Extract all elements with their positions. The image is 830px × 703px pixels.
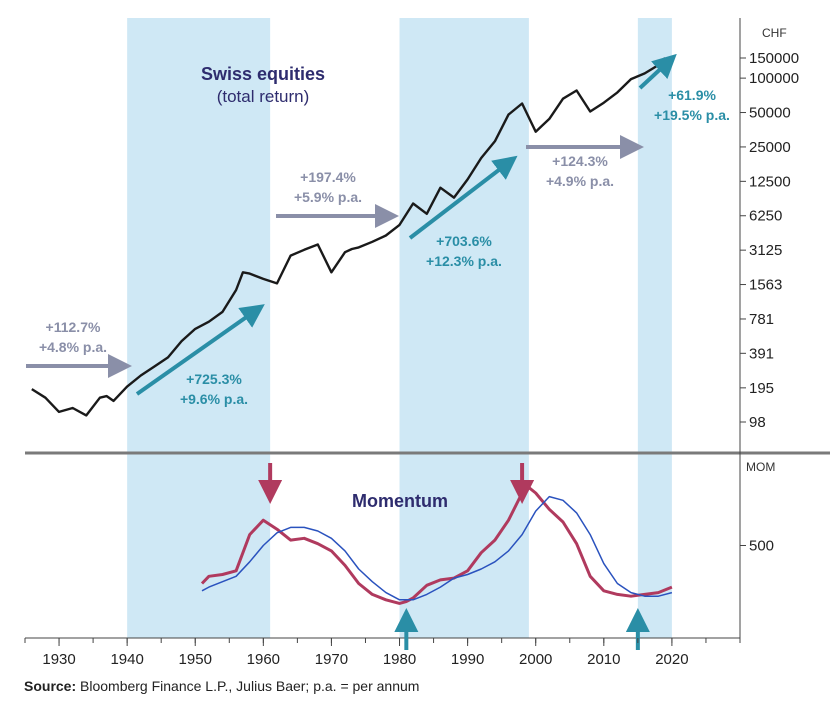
- x-tick-label: 2010: [587, 651, 620, 668]
- period-label-change: +725.3%: [186, 371, 242, 387]
- price-line: [31, 57, 666, 417]
- price-line-group: [31, 57, 666, 417]
- period-label-change: +61.9%: [668, 87, 716, 103]
- y-tick-label: 781: [749, 311, 774, 328]
- y-tick-label: 98: [749, 414, 766, 431]
- x-tick-label: 2020: [655, 651, 688, 668]
- y-tick-label: 12500: [749, 173, 791, 190]
- y-tick-label: 3125: [749, 242, 782, 259]
- period-label-annual: +5.9% p.a.: [294, 189, 362, 205]
- momentum-line-red: [200, 486, 673, 605]
- top-y-axis: 150000 100000 50000 25000 12500 6250 3125 1563 7…: [740, 50, 799, 431]
- period-label-annual: +4.8% p.a.: [39, 339, 107, 355]
- highlight-bands: [25, 18, 830, 640]
- annotations: +725.3% +9.6% p.a. +197.4% +5.9% p.a. +703.6…: [26, 53, 730, 407]
- momentum-title: Momentum: [352, 491, 448, 511]
- x-tick-label: 1940: [110, 651, 143, 668]
- x-tick-label: 1960: [247, 651, 280, 668]
- period-label-change: +703.6%: [436, 233, 492, 249]
- x-tick-label: 1950: [179, 651, 212, 668]
- momentum-unit-label: MOM: [746, 460, 775, 474]
- x-tick-label: 1980: [383, 651, 416, 668]
- y-tick-label: 195: [749, 380, 774, 397]
- momentum-line-blue: [201, 495, 673, 601]
- momentum-group: 500: [200, 463, 774, 650]
- price-unit-label: CHF: [762, 26, 787, 40]
- mom-y-tick-label: 500: [749, 538, 774, 555]
- y-tick-label: 6250: [749, 208, 782, 225]
- highlight-band-2: [399, 18, 529, 638]
- chart-subtitle: (total return): [217, 87, 310, 106]
- period-arrow-0: [135, 304, 265, 396]
- y-tick-label: 100000: [749, 70, 799, 87]
- source-note: Source: Bloomberg Finance L.P., Julius B…: [24, 678, 419, 694]
- period-label-annual: +12.3% p.a.: [426, 253, 502, 269]
- period-label-annual: +4.9% p.a.: [546, 173, 614, 189]
- period-arrow-4: [638, 53, 677, 90]
- y-tick-label: 25000: [749, 139, 791, 156]
- y-tick-label: 50000: [749, 105, 791, 122]
- x-axis: 1930 1940 1950 1960 1970 1980 1990 2000 2010 2020: [24, 638, 741, 668]
- source-text: Bloomberg Finance L.P., Julius Baer; p.a…: [76, 678, 420, 694]
- highlight-band-4: [637, 18, 672, 638]
- period-arrow-2: [408, 155, 518, 240]
- x-tick-label: 2000: [519, 651, 552, 668]
- period-label-change: +124.3%: [552, 153, 608, 169]
- period-label-change: +197.4%: [300, 169, 356, 185]
- x-tick-label: 1930: [42, 651, 75, 668]
- y-tick-label: 150000: [749, 50, 799, 67]
- y-tick-label: 1563: [749, 277, 782, 294]
- period-label-annual: +19.5% p.a.: [654, 107, 730, 123]
- chart-title: Swiss equities: [201, 64, 325, 84]
- source-label: Source:: [24, 678, 77, 694]
- x-tick-label: 1990: [451, 651, 484, 668]
- period-label-annual: +9.6% p.a.: [180, 391, 248, 407]
- y-tick-label: 391: [749, 345, 774, 362]
- x-tick-label: 1970: [315, 651, 348, 668]
- period-label-change: +112.7%: [46, 319, 101, 335]
